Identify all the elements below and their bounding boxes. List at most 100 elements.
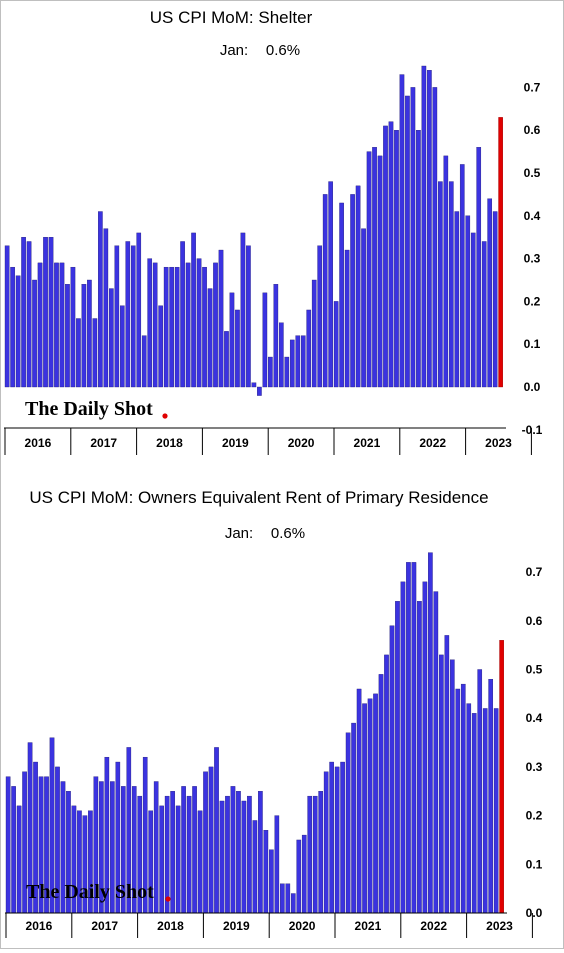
bar: [477, 669, 483, 914]
bar: [388, 121, 394, 388]
bar: [345, 732, 351, 914]
bar: [170, 791, 175, 914]
bar: [274, 815, 280, 914]
x-year-label: 2016: [25, 436, 52, 450]
bar: [43, 237, 48, 388]
watermark-logo: The Daily Shot: [25, 398, 153, 420]
bar: [186, 795, 192, 914]
y-tick-label: 0.2: [524, 294, 541, 308]
bar: [405, 95, 410, 388]
bar: [339, 202, 344, 388]
x-year-label: 2019: [222, 436, 249, 450]
bar: [492, 211, 498, 388]
bar: [356, 688, 362, 914]
bar: [417, 601, 422, 914]
bar: [252, 820, 258, 914]
bar: [10, 266, 15, 388]
x-year-label: 2017: [90, 436, 117, 450]
bar: [125, 241, 131, 388]
bar: [367, 698, 373, 914]
bar: [487, 198, 493, 388]
bar: [197, 810, 203, 914]
bar: [180, 241, 185, 388]
bar: [322, 194, 328, 388]
bar: [103, 228, 109, 388]
bar: [98, 211, 103, 388]
bar: [262, 292, 268, 388]
x-year-label: 2021: [354, 436, 381, 450]
bar: [203, 771, 208, 914]
bar: [432, 87, 438, 388]
bar: [328, 181, 333, 388]
x-year-label: 2023: [485, 436, 512, 450]
bar: [443, 155, 449, 388]
bar: [455, 688, 461, 914]
bar: [4, 245, 10, 388]
bar: [181, 786, 186, 914]
bar: [185, 262, 191, 388]
bar: [241, 800, 247, 914]
bar: [76, 318, 81, 388]
bar: [280, 883, 285, 914]
bar: [389, 625, 395, 914]
bar: [119, 305, 125, 388]
bar: [290, 893, 296, 914]
x-axis: 2016 2017 2018 2019 2020 2021 2022 2023: [5, 912, 533, 938]
bar: [476, 147, 482, 388]
x-year-label: 2023: [486, 919, 513, 933]
chart-subtitle-label: Jan:: [225, 525, 253, 542]
y-tick-label: 0.5: [524, 166, 541, 180]
bar: [493, 708, 499, 914]
bar: [21, 237, 26, 388]
bar: [444, 635, 450, 914]
bar: [141, 335, 147, 388]
bar: [459, 164, 465, 388]
y-tick-label: 0.1: [524, 337, 541, 351]
bar: [449, 659, 455, 914]
chart-title: US CPI MoM: Owners Equivalent Rent of Pr…: [29, 488, 488, 507]
bar: [406, 562, 411, 914]
chart-subtitle-value: 0.6%: [266, 42, 300, 59]
bar: [329, 761, 334, 914]
bar: [366, 151, 372, 388]
bar: [378, 674, 384, 914]
bar: [202, 266, 207, 388]
bar: [296, 839, 302, 914]
x-year-label: 2020: [288, 436, 315, 450]
bar: [235, 309, 240, 388]
bar: [213, 262, 218, 388]
bar: [32, 279, 37, 388]
bar: [147, 258, 153, 388]
bar: [317, 245, 323, 388]
bar: [421, 65, 427, 388]
bar: [318, 791, 324, 914]
bar: [471, 713, 477, 914]
bar: [70, 266, 76, 388]
bar: [196, 258, 202, 388]
bar: [362, 703, 367, 914]
watermark-dot: [165, 896, 171, 902]
bar: [114, 245, 120, 388]
bar: [81, 284, 87, 388]
bar: [285, 883, 291, 914]
bar: [251, 382, 257, 388]
bar: [300, 335, 306, 388]
bar: [301, 834, 307, 914]
bar: [230, 786, 236, 914]
bar: [384, 654, 389, 914]
bar: [395, 601, 400, 914]
x-year-label: 2019: [223, 919, 250, 933]
y-tick-label: 0.6: [526, 614, 543, 628]
bar: [416, 130, 421, 388]
y-tick-label: 0.3: [524, 252, 541, 266]
bar: [236, 791, 241, 914]
y-tick-label: 0.1: [526, 857, 543, 871]
bar: [87, 279, 92, 388]
bar: [400, 581, 406, 914]
bar: [439, 654, 444, 914]
y-tick-label: 0.5: [526, 663, 543, 677]
bar: [191, 232, 196, 388]
x-year-label: 2021: [355, 919, 382, 933]
bar: [163, 266, 169, 388]
y-tick-label: 0.4: [526, 711, 543, 725]
